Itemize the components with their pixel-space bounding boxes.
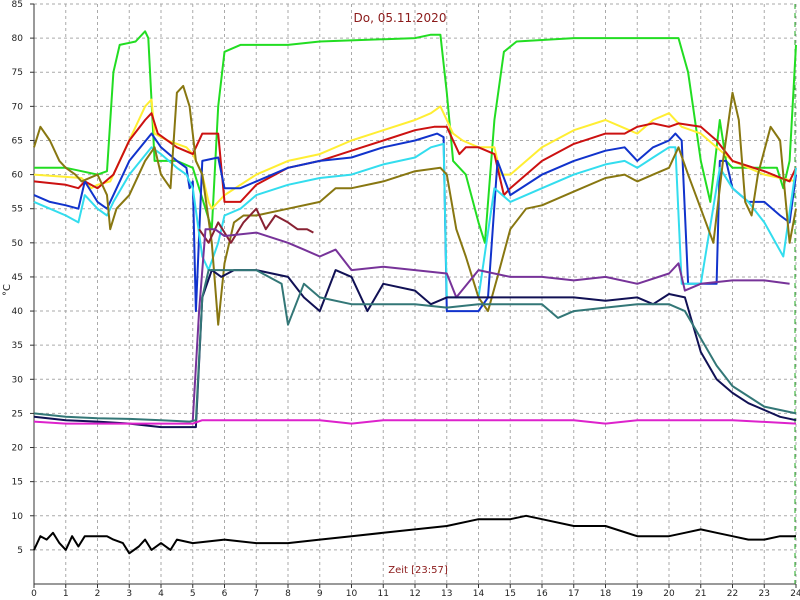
x-tick-label: 7 <box>253 589 259 599</box>
x-tick-label: 18 <box>600 589 612 599</box>
x-tick-label: 8 <box>285 589 291 599</box>
y-tick-label: 70 <box>12 102 24 112</box>
x-tick-label: 9 <box>317 589 323 599</box>
series-line-2 <box>33 98 797 210</box>
y-axis-label: °C <box>2 284 13 296</box>
y-tick-label: 85 <box>12 0 23 10</box>
y-tick-label: 55 <box>12 205 23 215</box>
y-tick-label: 30 <box>12 375 24 385</box>
x-tick-label: 4 <box>158 589 164 599</box>
axes <box>30 3 797 588</box>
x-tick-label: 21 <box>695 589 706 599</box>
x-tick-label: 24 <box>790 589 800 599</box>
x-tick-label: 17 <box>568 589 579 599</box>
y-tick-label: 20 <box>12 444 24 454</box>
x-tick-label: 19 <box>632 589 644 599</box>
x-tick-label: 23 <box>759 589 770 599</box>
x-tick-label: 10 <box>346 589 358 599</box>
x-tick-label: 3 <box>126 589 132 599</box>
x-tick-label: 11 <box>378 589 389 599</box>
x-tick-label: 13 <box>441 589 452 599</box>
x-tick-label: 14 <box>473 589 485 599</box>
x-tick-label: 2 <box>95 589 101 599</box>
y-tick-label: 50 <box>12 239 24 249</box>
series-line-6 <box>33 84 797 326</box>
y-tick-label: 15 <box>12 478 23 488</box>
chart-title: Do, 05.11.2020 <box>354 11 447 25</box>
series-line-1 <box>34 30 797 244</box>
y-tick-label: 40 <box>12 307 24 317</box>
x-tick-label: 15 <box>505 589 516 599</box>
y-tick-label: 25 <box>12 409 23 419</box>
series-line-5 <box>33 142 797 299</box>
series-line-12 <box>33 514 796 555</box>
tick-labels: 0 1 2 3 4 5 6 7 8 9 10 11 12 13 14 15 16 17 18 19 20 21 22 23 24… <box>12 0 800 599</box>
y-tick-label: 5 <box>17 546 23 556</box>
y-tick-label: 75 <box>12 68 23 78</box>
series-line-3 <box>33 112 797 203</box>
x-tick-label: 20 <box>663 589 675 599</box>
y-tick-label: 65 <box>12 136 23 146</box>
y-tick-label: 35 <box>12 341 23 351</box>
y-tick-label: 45 <box>12 273 23 283</box>
series-line-8 <box>191 228 790 421</box>
x-tick-label: 12 <box>409 589 420 599</box>
series-line-11 <box>33 419 797 425</box>
series-line-7 <box>198 207 314 244</box>
x-tick-label: 16 <box>536 589 548 599</box>
y-tick-label: 80 <box>12 34 24 44</box>
x-tick-label: 22 <box>727 589 738 599</box>
grid <box>34 3 797 584</box>
x-tick-label: 6 <box>222 589 228 599</box>
y-tick-label: 60 <box>12 171 24 181</box>
series-line-10 <box>33 269 797 423</box>
x-axis-label: Zeit [23:57] <box>388 565 448 576</box>
x-tick-label: 5 <box>190 589 196 599</box>
series-group <box>33 30 797 555</box>
x-tick-label: 0 <box>31 589 37 599</box>
x-tick-label: 1 <box>63 589 69 599</box>
y-tick-label: 10 <box>12 512 24 522</box>
